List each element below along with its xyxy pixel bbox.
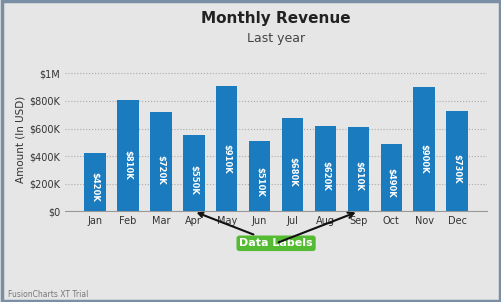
Bar	[413, 87, 434, 211]
Bar	[281, 117, 303, 211]
Text: $620K: $620K	[320, 161, 329, 190]
Text: Last year: Last year	[246, 32, 305, 45]
Text: Data Labels: Data Labels	[198, 213, 312, 248]
Text: $730K: $730K	[452, 154, 460, 184]
Text: $510K: $510K	[255, 167, 264, 197]
Bar	[248, 141, 270, 211]
Text: $420K: $420K	[91, 172, 99, 202]
Bar	[215, 86, 237, 211]
Text: Monthly Revenue: Monthly Revenue	[201, 11, 350, 26]
Bar	[314, 126, 336, 211]
Text: $910K: $910K	[222, 144, 231, 173]
Y-axis label: Amount (In USD): Amount (In USD)	[15, 95, 25, 182]
Bar	[445, 111, 467, 211]
Text: FusionCharts XT Trial: FusionCharts XT Trial	[8, 290, 88, 299]
Bar	[150, 112, 171, 211]
Bar	[347, 127, 368, 211]
Text: $490K: $490K	[386, 168, 395, 198]
Bar	[380, 144, 401, 211]
Bar	[183, 136, 204, 211]
Text: $680K: $680K	[288, 157, 297, 187]
Text: $720K: $720K	[156, 155, 165, 185]
Text: $810K: $810K	[123, 149, 132, 179]
Text: $610K: $610K	[353, 161, 362, 191]
Bar	[117, 100, 138, 211]
Bar	[84, 153, 106, 211]
Text: $900K: $900K	[419, 144, 428, 174]
Text: $550K: $550K	[189, 165, 198, 194]
